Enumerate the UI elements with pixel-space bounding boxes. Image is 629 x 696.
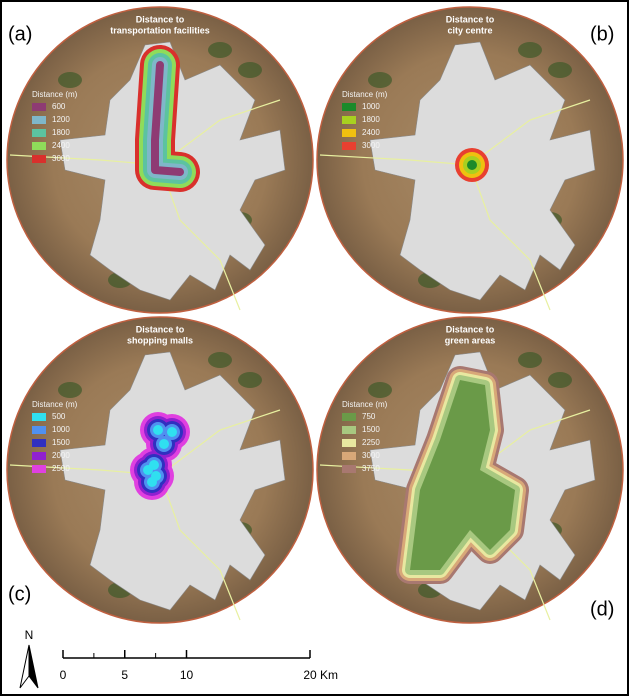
buffer-zone [167, 427, 177, 437]
legend-swatch [342, 439, 356, 447]
panel-title: shopping malls [127, 335, 193, 345]
scale-label: 0 [60, 668, 67, 682]
legend-label: 3000 [362, 451, 380, 460]
legend-swatch [342, 426, 356, 434]
legend-swatch [342, 116, 356, 124]
legend-label: 2250 [362, 438, 380, 447]
legend-title: Distance (m) [342, 90, 388, 99]
panel-label: (a) [8, 23, 32, 45]
north-label: N [25, 628, 34, 642]
scale-unit: Km [320, 668, 338, 682]
buffer-zone [467, 160, 477, 170]
vegetation-patch [238, 372, 262, 388]
scale-label: 10 [180, 668, 194, 682]
buffer-zone [147, 477, 157, 487]
vegetation-patch [518, 352, 542, 368]
panel-label: (c) [8, 583, 31, 605]
panel-label: (d) [590, 598, 614, 620]
legend-label: 1200 [52, 115, 70, 124]
legend-title: Distance (m) [32, 90, 78, 99]
legend-swatch [342, 465, 356, 473]
legend-swatch [32, 129, 46, 137]
legend-swatch [32, 452, 46, 460]
vegetation-patch [208, 42, 232, 58]
panel-title: Distance to [136, 14, 185, 24]
legend-label: 1500 [52, 438, 70, 447]
panel-title: Distance to [446, 14, 495, 24]
vegetation-patch [368, 382, 392, 398]
legend-swatch [32, 426, 46, 434]
panel-title: city centre [447, 25, 492, 35]
legend-swatch [342, 452, 356, 460]
legend-label: 1800 [52, 128, 70, 137]
legend-title: Distance (m) [32, 400, 78, 409]
panel-title: transportation facilities [110, 25, 210, 35]
legend-label: 3750 [362, 464, 380, 473]
legend-swatch [32, 413, 46, 421]
vegetation-patch [548, 372, 572, 388]
legend-label: 3000 [52, 154, 70, 163]
scale-label: 20 [303, 668, 317, 682]
legend-swatch [32, 103, 46, 111]
legend-label: 600 [52, 102, 66, 111]
vegetation-patch [208, 352, 232, 368]
legend-label: 500 [52, 412, 66, 421]
legend-label: 750 [362, 412, 376, 421]
legend-label: 1800 [362, 115, 380, 124]
panel-title: Distance to [446, 324, 495, 334]
map-figure: Distance totransportation facilitiesDist… [0, 0, 629, 696]
legend-label: 1000 [362, 102, 380, 111]
legend-label: 1500 [362, 425, 380, 434]
legend-swatch [342, 413, 356, 421]
vegetation-patch [518, 42, 542, 58]
buffer-zone [159, 439, 169, 449]
legend-label: 2400 [362, 128, 380, 137]
legend-label: 2000 [52, 451, 70, 460]
legend-label: 3000 [362, 141, 380, 150]
legend-swatch [32, 465, 46, 473]
panel-title: green areas [445, 335, 496, 345]
figure: Distance totransportation facilitiesDist… [0, 0, 629, 696]
legend-swatch [32, 155, 46, 163]
vegetation-patch [238, 62, 262, 78]
legend-label: 1000 [52, 425, 70, 434]
buffer-zone [153, 425, 163, 435]
legend-swatch [342, 103, 356, 111]
vegetation-patch [58, 382, 82, 398]
legend-title: Distance (m) [342, 400, 388, 409]
panel-title: Distance to [136, 324, 185, 334]
panel-label: (b) [590, 23, 614, 45]
legend-swatch [342, 142, 356, 150]
legend-label: 2500 [52, 464, 70, 473]
legend-swatch [32, 142, 46, 150]
legend-swatch [342, 129, 356, 137]
vegetation-patch [548, 62, 572, 78]
legend-label: 2400 [52, 141, 70, 150]
legend-swatch [32, 439, 46, 447]
buffer-zone [143, 465, 153, 475]
vegetation-patch [368, 72, 392, 88]
vegetation-patch [58, 72, 82, 88]
legend-swatch [32, 116, 46, 124]
scale-label: 5 [121, 668, 128, 682]
